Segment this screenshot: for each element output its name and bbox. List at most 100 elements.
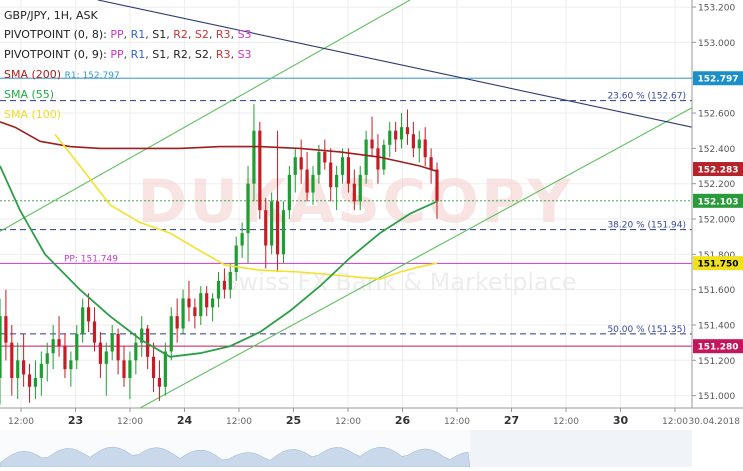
- sma-55-legend: SMA (55): [4, 88, 54, 101]
- y-tick-label: 153.000: [698, 39, 735, 49]
- candle: [63, 333, 67, 378]
- candle: [39, 351, 43, 396]
- candle: [435, 162, 439, 220]
- sma-55-line: [0, 165, 438, 358]
- candle: [10, 324, 14, 396]
- x-tick-label: 12:00: [117, 417, 143, 427]
- candle: [98, 332, 102, 378]
- candle: [33, 360, 38, 400]
- candle: [140, 316, 144, 357]
- x-tick-label: 12:00: [553, 417, 579, 427]
- pivot-legend-sep: ,: [145, 28, 152, 41]
- candle: [4, 289, 8, 361]
- y-tick-label: 151.600: [698, 286, 735, 296]
- candle: [340, 148, 345, 184]
- candle: [57, 316, 61, 357]
- candle-body: [228, 272, 232, 290]
- price-badge-label: 151.280: [698, 343, 739, 353]
- candle: [116, 328, 120, 375]
- candle: [181, 289, 185, 334]
- candle-body: [81, 307, 85, 334]
- pivot-legend-sep: ,: [188, 48, 195, 61]
- candle-body: [364, 139, 368, 175]
- price-badge: 151.750: [693, 256, 743, 271]
- pivot-legend-sep: ,: [209, 48, 216, 61]
- candle: [370, 116, 374, 158]
- sma-100-legend: SMA (100): [4, 108, 61, 121]
- candle: [22, 333, 26, 387]
- candle-body: [293, 157, 297, 175]
- candle-body: [181, 298, 185, 329]
- navigator-window[interactable]: [470, 430, 692, 467]
- candle-body: [116, 333, 120, 361]
- candle: [216, 272, 221, 308]
- candle: [228, 263, 232, 299]
- candle-body: [140, 328, 144, 343]
- price-badge-label: 152.283: [698, 166, 739, 176]
- x-tick-label: 26: [395, 414, 411, 427]
- x-tick-label: 12:00: [662, 417, 688, 427]
- candle-body: [33, 377, 38, 387]
- candle: [417, 130, 421, 163]
- candle-body: [205, 293, 209, 308]
- candle-body: [199, 293, 203, 317]
- pivot-legend-sep: ,: [231, 48, 238, 61]
- candle: [187, 280, 191, 322]
- candle: [364, 130, 368, 184]
- pivot-legend-sep: ,: [166, 48, 173, 61]
- pivot-legend-sep: ,: [209, 28, 216, 41]
- pivot-legend-sep: ,: [124, 28, 131, 41]
- candle-body: [86, 307, 91, 322]
- navigator-volume: [0, 446, 471, 468]
- candle-body: [16, 360, 20, 378]
- price-badge-bg: [693, 162, 743, 177]
- trendlines: [0, 0, 693, 409]
- candle: [134, 333, 138, 375]
- x-tick-label: 12:00: [444, 417, 470, 427]
- candle-body: [270, 201, 274, 246]
- candle-body: [246, 183, 250, 234]
- x-tick-label: 12:00: [226, 417, 252, 427]
- pivot-legend-part: S3: [238, 48, 252, 61]
- pivot-legend-sep: ,: [188, 28, 195, 41]
- watermark: DUKASCOPY: [137, 167, 572, 237]
- candle-body: [92, 321, 97, 343]
- candle-body: [22, 360, 26, 375]
- x-tick-label: 30.04.2018: [688, 417, 740, 427]
- candle: [405, 109, 410, 145]
- candle-body: [264, 210, 268, 246]
- pivot-legend-part: S1: [152, 28, 166, 41]
- x-tick-label: 23: [68, 414, 83, 427]
- y-tick-label: 152.200: [698, 180, 735, 190]
- x-tick-label: 25: [286, 414, 301, 427]
- candle: [240, 222, 244, 258]
- candle: [51, 324, 55, 370]
- candle-body: [169, 316, 173, 352]
- candle: [270, 192, 274, 255]
- candle-body: [275, 201, 280, 255]
- candle-body: [10, 342, 14, 378]
- candle: [169, 307, 173, 361]
- candle: [423, 127, 427, 167]
- candle-body: [98, 342, 102, 364]
- r1-legend-label: R1: 152.797: [65, 71, 120, 81]
- candle-body: [305, 169, 309, 193]
- price-badge-bg: [693, 193, 743, 208]
- pivot-legend-part: R3: [216, 48, 231, 61]
- candle: [252, 104, 256, 202]
- price-badge-label: 152.103: [698, 197, 739, 207]
- candle-body: [399, 127, 404, 140]
- pivot-legend-part: S1: [152, 48, 166, 61]
- pivot-legend-part: R2: [173, 48, 188, 61]
- candle-body: [323, 151, 327, 163]
- candle: [358, 166, 362, 211]
- candle: [27, 363, 32, 403]
- candle-body: [252, 130, 256, 184]
- y-tick-label: 152.600: [698, 110, 735, 120]
- candle-body: [287, 174, 291, 211]
- y-tick-label: 151.400: [698, 321, 735, 331]
- pivot-legend-part: S2: [195, 48, 209, 61]
- candle: [234, 236, 238, 281]
